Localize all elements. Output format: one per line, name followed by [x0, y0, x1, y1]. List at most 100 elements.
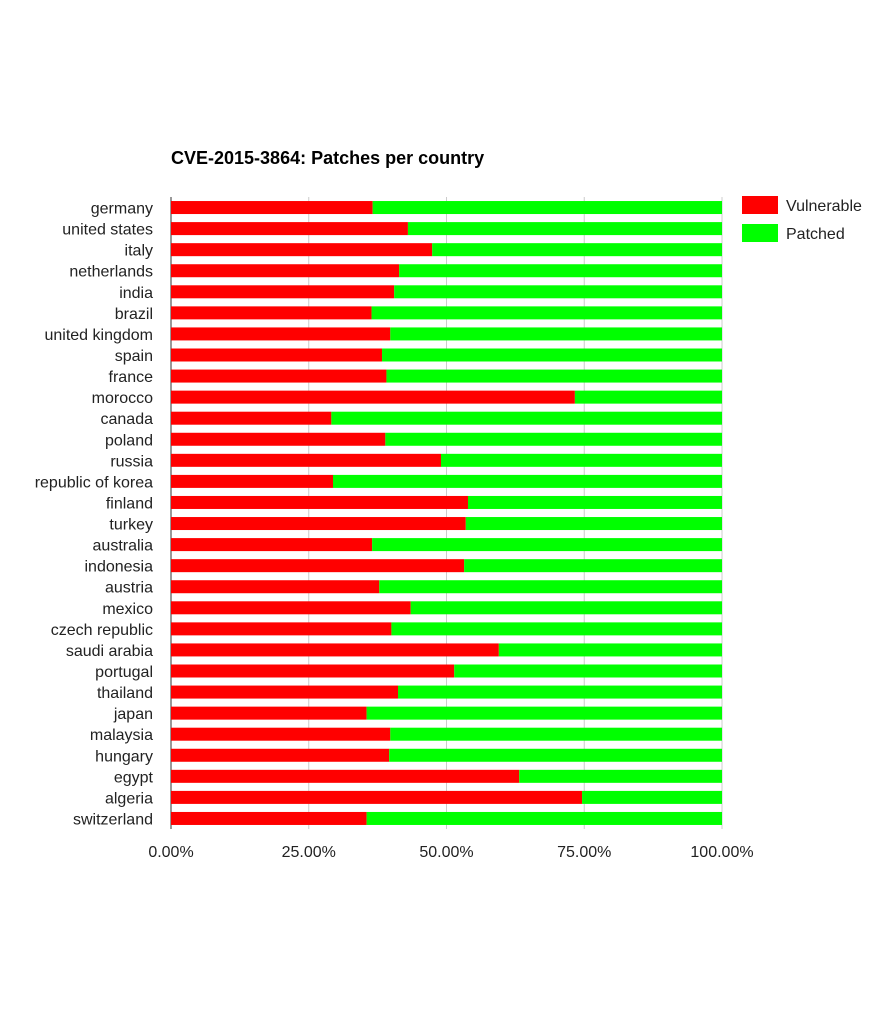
category-label: mexico: [102, 601, 153, 618]
category-label: france: [109, 369, 154, 386]
bar-patched: [379, 580, 722, 594]
bar-vulnerable: [171, 264, 400, 278]
bar-vulnerable: [171, 306, 372, 320]
bar-vulnerable: [171, 685, 399, 699]
category-label: indonesia: [85, 559, 154, 576]
bar-vulnerable: [171, 390, 575, 404]
bar-patched: [382, 348, 722, 362]
bar-patched: [465, 517, 722, 531]
bar-patched: [582, 790, 722, 804]
category-labels: germany united states italy netherlands indi…: [35, 201, 154, 829]
bar-vulnerable: [171, 327, 391, 341]
bars: [171, 201, 722, 825]
category-label: republic of korea: [35, 474, 153, 491]
category-label: russia: [110, 453, 153, 470]
bar-patched: [389, 748, 722, 762]
bar-patched: [574, 390, 722, 404]
bar-vulnerable: [171, 369, 387, 383]
bar-patched: [432, 243, 722, 257]
bar-vulnerable: [171, 580, 380, 594]
category-label: spain: [115, 348, 153, 365]
category-label: brazil: [115, 306, 153, 323]
bar-vulnerable: [171, 622, 392, 636]
x-tick-label: 50.00%: [419, 844, 473, 861]
bar-vulnerable: [171, 706, 367, 720]
bar-patched: [371, 306, 722, 320]
category-label: egypt: [114, 769, 154, 786]
category-label: india: [119, 285, 153, 302]
bar-vulnerable: [171, 201, 373, 215]
category-label: canada: [101, 411, 154, 428]
category-label: austria: [105, 580, 153, 597]
legend-label: Vulnerable: [786, 198, 862, 215]
legend-label: Patched: [786, 226, 845, 243]
bar-patched: [372, 538, 722, 552]
bar-vulnerable: [171, 664, 455, 678]
x-axis-ticks: 0.00% 25.00% 50.00% 75.00% 100.00%: [148, 844, 753, 861]
bar-vulnerable: [171, 748, 390, 762]
category-label: united states: [62, 222, 153, 239]
category-label: australia: [93, 538, 154, 555]
category-label: thailand: [97, 685, 153, 702]
chart-title: CVE-2015-3864: Patches per country: [171, 148, 484, 168]
legend-swatch-vulnerable: [742, 196, 778, 214]
bar-vulnerable: [171, 411, 332, 425]
bar-patched: [410, 601, 722, 615]
bar-patched: [464, 559, 722, 573]
bar-patched: [399, 264, 722, 278]
bar-vulnerable: [171, 559, 465, 573]
category-label: germany: [91, 201, 153, 218]
legend: Vulnerable Patched: [742, 196, 862, 243]
category-label: morocco: [92, 390, 153, 407]
x-tick-label: 0.00%: [148, 844, 193, 861]
bar-vulnerable: [171, 348, 383, 362]
category-label: algeria: [105, 790, 153, 807]
bar-vulnerable: [171, 474, 333, 488]
category-label: italy: [125, 243, 153, 260]
bar-vulnerable: [171, 243, 433, 257]
bar-patched: [386, 369, 722, 383]
bar-patched: [372, 201, 722, 215]
gridlines: [170, 197, 723, 829]
category-label: switzerland: [73, 811, 153, 828]
category-label: saudi arabia: [66, 643, 153, 660]
bar-patched: [519, 769, 722, 783]
category-label: czech republic: [51, 622, 153, 639]
legend-swatch-patched: [742, 224, 778, 242]
bar-vulnerable: [171, 727, 391, 741]
bar-patched: [390, 727, 722, 741]
bar-patched: [391, 622, 722, 636]
bar-patched: [385, 432, 722, 446]
category-label: turkey: [109, 517, 153, 534]
bar-patched: [366, 811, 722, 825]
bar-vulnerable: [171, 790, 583, 804]
bar-patched: [390, 327, 722, 341]
category-label: malaysia: [90, 727, 153, 744]
bar-vulnerable: [171, 538, 373, 552]
category-label: united kingdom: [44, 327, 153, 344]
bar-vulnerable: [171, 495, 468, 509]
category-label: portugal: [95, 664, 153, 681]
bar-patched: [407, 222, 722, 236]
x-tick-label: 75.00%: [557, 844, 611, 861]
bar-vulnerable: [171, 643, 499, 657]
bar-vulnerable: [171, 517, 466, 531]
bar-patched: [331, 411, 722, 425]
bar-vulnerable: [171, 432, 386, 446]
bar-vulnerable: [171, 811, 367, 825]
bar-patched: [366, 706, 722, 720]
category-label: finland: [106, 495, 153, 512]
bar-vulnerable: [171, 285, 395, 299]
category-label: netherlands: [69, 264, 153, 281]
bar-patched: [467, 495, 722, 509]
bar-vulnerable: [171, 601, 411, 615]
category-label: poland: [105, 432, 153, 449]
bar-patched: [394, 285, 722, 299]
bar-vulnerable: [171, 453, 441, 467]
category-label: japan: [113, 706, 153, 723]
x-tick-label: 25.00%: [282, 844, 336, 861]
category-label: hungary: [95, 748, 153, 765]
bar-patched: [454, 664, 722, 678]
